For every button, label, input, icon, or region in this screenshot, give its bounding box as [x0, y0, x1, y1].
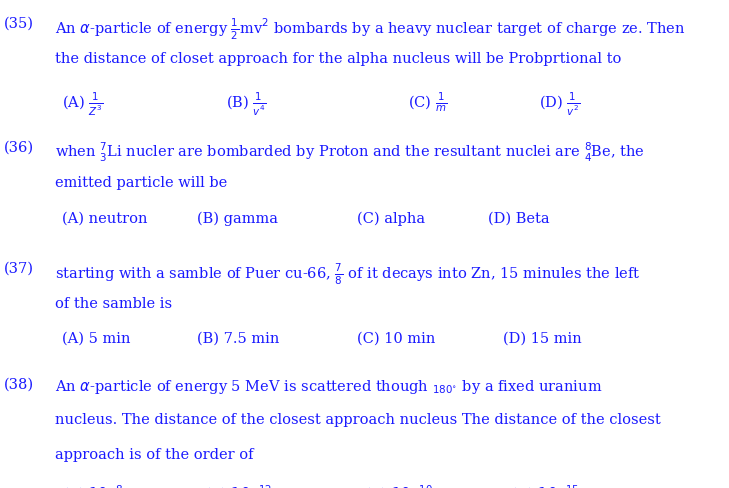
Text: (D) 15 min: (D) 15 min	[503, 331, 582, 346]
Text: (C) alpha: (C) alpha	[357, 211, 425, 225]
Text: (38): (38)	[4, 377, 34, 391]
Text: (A) neutron: (A) neutron	[62, 211, 147, 225]
Text: nucleus. The distance of the closest approach nucleus The distance of the closes: nucleus. The distance of the closest app…	[55, 412, 660, 426]
Text: (A) $\frac{1}{Z^3}$: (A) $\frac{1}{Z^3}$	[62, 90, 104, 118]
Text: (B) 7.5 min: (B) 7.5 min	[197, 331, 279, 346]
Text: (C) $10^{-10}$cm: (C) $10^{-10}$cm	[364, 482, 456, 488]
Text: (C) 10 min: (C) 10 min	[357, 331, 436, 346]
Text: (D) $\frac{1}{v^2}$: (D) $\frac{1}{v^2}$	[539, 90, 581, 118]
Text: An $\alpha$-particle of energy 5 MeV is scattered though $_{180^{\circ}}$ by a f: An $\alpha$-particle of energy 5 MeV is …	[55, 377, 602, 395]
Text: of the samble is: of the samble is	[55, 296, 172, 310]
Text: the distance of closet approach for the alpha nucleus will be Probprtional to: the distance of closet approach for the …	[55, 52, 621, 66]
Text: (35): (35)	[4, 17, 34, 31]
Text: (36): (36)	[4, 141, 34, 155]
Text: starting with a samble of Puer cu-66, $\frac{7}{8}$ of it decays into Zn, 15 min: starting with a samble of Puer cu-66, $\…	[55, 261, 640, 286]
Text: (B) $10^{-12}$cm: (B) $10^{-12}$cm	[204, 482, 295, 488]
Text: An $\alpha$-particle of energy $\frac{1}{2}$mv$^2$ bombards by a heavy nuclear t: An $\alpha$-particle of energy $\frac{1}…	[55, 17, 685, 42]
Text: (B) gamma: (B) gamma	[197, 211, 278, 225]
Text: approach is of the order of: approach is of the order of	[55, 447, 253, 461]
Text: (D) Beta: (D) Beta	[488, 211, 550, 225]
Text: when $^{7}_{3}$Li nucler are bombarded by Proton and the resultant nuclei are $^: when $^{7}_{3}$Li nucler are bombarded b…	[55, 141, 644, 163]
Text: (B) $\frac{1}{v^4}$: (B) $\frac{1}{v^4}$	[226, 90, 266, 118]
Text: (A) $10^{-8}$cm: (A) $10^{-8}$cm	[62, 482, 147, 488]
Text: emitted particle will be: emitted particle will be	[55, 176, 227, 190]
Text: (C) $\frac{1}{m}$: (C) $\frac{1}{m}$	[408, 90, 448, 114]
Text: (A) 5 min: (A) 5 min	[62, 331, 130, 346]
Text: (37): (37)	[4, 261, 34, 275]
Text: (D) $10^{-15}$cm: (D) $10^{-15}$cm	[510, 482, 602, 488]
